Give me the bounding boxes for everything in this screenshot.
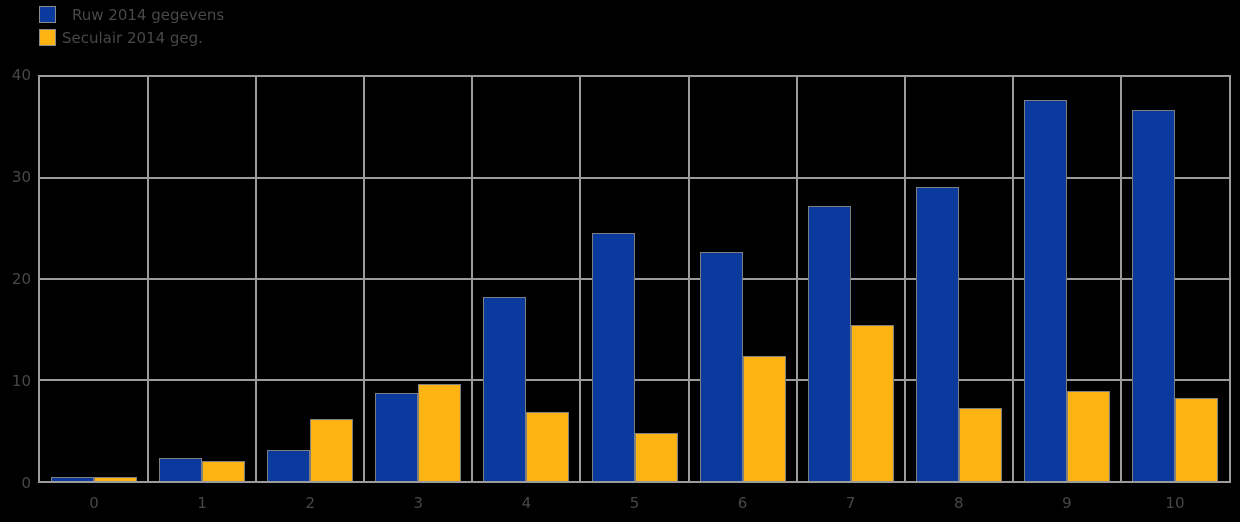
bar-series1-x9 — [1023, 100, 1067, 481]
bar-series1-x1 — [159, 457, 203, 481]
bar-series1-x5 — [591, 232, 635, 481]
gridline-horizontal-y30 — [40, 177, 1229, 179]
bar-series2-x8 — [958, 408, 1002, 481]
y-tick-label-30: 30 — [11, 168, 31, 186]
bar-series1-x8 — [915, 187, 959, 481]
gridline-vertical-1 — [147, 77, 150, 481]
y-tick-label-10: 10 — [11, 372, 31, 390]
x-tick-label-5: 5 — [629, 494, 640, 512]
gridline-vertical-9 — [1011, 77, 1014, 481]
x-tick-label-7: 7 — [845, 494, 856, 512]
bar-series1-x3 — [375, 393, 419, 481]
legend-label-1: Ruw 2014 gegevens — [72, 6, 225, 24]
gridline-vertical-10 — [1119, 77, 1122, 481]
legend-swatch-1 — [39, 6, 56, 23]
bar-series1-x6 — [699, 251, 743, 481]
x-tick-label-3: 3 — [413, 494, 424, 512]
bar-series2-x1 — [202, 460, 246, 481]
x-tick-label-4: 4 — [521, 494, 532, 512]
legend-label-2: Seculair 2014 geg. — [62, 29, 203, 47]
bar-series2-x0 — [94, 476, 138, 481]
bar-series1-x10 — [1131, 110, 1175, 481]
x-tick-label-8: 8 — [953, 494, 964, 512]
y-tick-label-40: 40 — [11, 66, 31, 84]
legend-swatch-2 — [39, 29, 56, 46]
bar-series2-x4 — [526, 412, 570, 481]
gridline-vertical-8 — [903, 77, 906, 481]
x-tick-label-9: 9 — [1062, 494, 1072, 512]
bar-series1-x4 — [483, 297, 527, 481]
x-tick-label-1: 1 — [197, 494, 207, 512]
x-tick-label-2: 2 — [305, 494, 315, 512]
plot-area — [38, 75, 1231, 483]
y-tick-label-0: 0 — [21, 474, 31, 492]
bar-series2-x9 — [1066, 391, 1110, 481]
y-tick-label-20: 20 — [11, 270, 31, 288]
gridline-vertical-4 — [471, 77, 474, 481]
x-tick-label-0: 0 — [89, 494, 99, 512]
gridline-vertical-3 — [363, 77, 366, 481]
gridline-vertical-6 — [687, 77, 690, 481]
bar-series2-x7 — [850, 325, 894, 481]
gridline-horizontal-y20 — [40, 278, 1229, 280]
bar-series2-x10 — [1174, 398, 1218, 481]
bar-series1-x2 — [267, 449, 311, 481]
gridline-horizontal-y10 — [40, 379, 1229, 381]
bar-series2-x5 — [634, 432, 678, 481]
gridline-vertical-7 — [795, 77, 798, 481]
gridline-vertical-2 — [255, 77, 258, 481]
bar-series1-x7 — [807, 206, 851, 481]
bar-series2-x2 — [310, 419, 354, 481]
x-tick-label-6: 6 — [737, 494, 748, 512]
bar-series1-x0 — [51, 476, 95, 481]
gridline-vertical-5 — [579, 77, 582, 481]
bar-series2-x3 — [418, 384, 462, 481]
x-tick-label-10: 10 — [1165, 494, 1185, 512]
bar-series2-x6 — [742, 355, 786, 481]
